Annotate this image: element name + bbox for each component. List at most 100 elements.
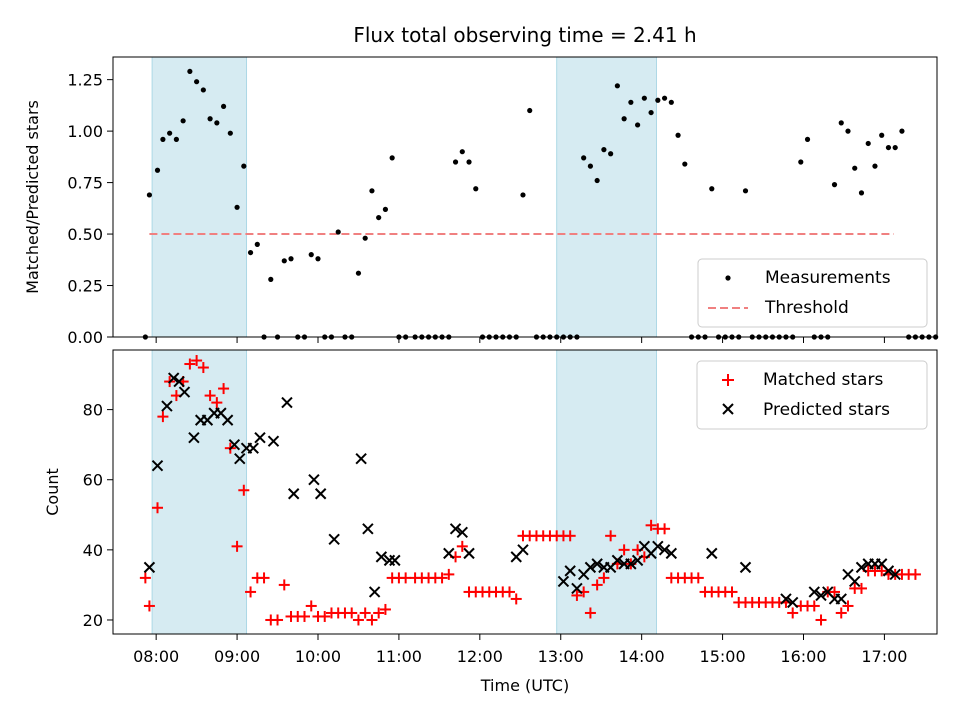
matched-stars-point	[808, 600, 820, 612]
predicted-stars-point	[631, 554, 644, 567]
measurements-point	[581, 155, 587, 161]
measurements-point	[804, 136, 811, 142]
predicted-stars-point	[281, 396, 293, 409]
predicted-stars-point	[855, 561, 868, 574]
ratio-plot-area	[112, 56, 938, 338]
observing-interval-1	[151, 56, 248, 338]
predicted-stars-point	[557, 575, 570, 588]
measurements-point	[879, 132, 885, 138]
measurements-point	[167, 130, 173, 136]
matched-stars-point	[152, 502, 164, 514]
matched-stars-point	[346, 607, 358, 619]
measurements-point	[798, 159, 804, 165]
matched-stars-point	[618, 544, 630, 556]
predicted-stars-point	[665, 547, 678, 560]
measurements-point	[220, 103, 227, 110]
y-tick-label: 1.25	[67, 71, 103, 90]
count-markers	[139, 355, 921, 626]
matched-stars-point	[231, 540, 243, 552]
matched-stars-point	[855, 582, 867, 594]
chart-title: Flux total observing time = 2.41 h	[353, 23, 696, 47]
predicted-stars-point	[463, 547, 475, 560]
measurements-point	[194, 79, 200, 85]
predicted-stars-point	[328, 533, 340, 546]
measurements-point	[254, 241, 260, 247]
count-panel: 20 40 60 80 08:00 09:00 10:00 11:00 12:00 13:00 1…	[43, 349, 938, 695]
measurements-point	[520, 192, 526, 198]
measurements-point	[459, 149, 465, 155]
measurements-point	[268, 276, 274, 282]
y-tick-label: 0.00	[67, 328, 103, 347]
measurements-point	[227, 130, 233, 136]
predicted-stars-point	[143, 561, 156, 574]
legend-box	[696, 360, 928, 430]
predicted-stars-point	[228, 438, 241, 451]
measurements-point	[241, 163, 247, 169]
observing-interval-1	[151, 349, 248, 635]
predicted-stars-point	[564, 565, 576, 577]
matched-stars-point	[258, 572, 270, 584]
predicted-stars-point	[247, 442, 259, 454]
predicted-stars-point	[808, 586, 820, 598]
y-tick-label: 40	[83, 541, 103, 560]
ratio-panel: Flux total observing time = 2.41 h 0.000…	[23, 23, 939, 347]
x-tick-label: 13:00	[538, 647, 584, 666]
measurements-point	[601, 147, 607, 153]
measurements-point	[389, 155, 395, 161]
matched-stars-point	[191, 355, 203, 367]
legend-marker-matched	[722, 374, 734, 386]
x-tick-label: 16:00	[780, 647, 826, 666]
matched-stars-point	[278, 579, 290, 591]
measurements-point	[288, 256, 294, 262]
measurements-point	[655, 97, 661, 103]
predicted-stars-point	[368, 586, 381, 598]
measurements-point	[154, 167, 161, 173]
measurements-point	[709, 186, 715, 192]
x-tick-label: 09:00	[214, 647, 260, 666]
measurements-point	[315, 256, 321, 262]
y-tick-label: 60	[83, 471, 103, 490]
legend-marker-measurements	[725, 275, 731, 281]
predicted-stars-point	[167, 372, 180, 384]
measurements-point	[452, 159, 459, 165]
matched-stars-point	[456, 540, 468, 552]
measurements-point	[661, 95, 668, 101]
measurements-point	[899, 128, 905, 134]
count-y-ticks: 20 40 60 80	[83, 401, 113, 630]
matched-stars-point	[319, 610, 331, 622]
measurements-point	[594, 177, 600, 184]
matched-stars-point	[443, 568, 455, 580]
matched-stars-point	[605, 530, 617, 542]
measurements-point	[742, 188, 749, 194]
matched-stars-point	[211, 397, 223, 409]
measurements-point	[369, 188, 375, 194]
observing-interval-2	[556, 56, 657, 338]
matched-stars-point	[400, 572, 412, 584]
measurements-point	[892, 144, 898, 151]
matched-stars-point	[909, 568, 921, 580]
measurements-point	[852, 165, 858, 171]
predicted-stars-point	[173, 375, 185, 388]
predicted-stars-point	[375, 551, 388, 563]
matched-stars-point	[359, 607, 371, 619]
measurements-point	[682, 161, 688, 167]
legend-label-measurements: Measurements	[765, 268, 891, 288]
measurements-point	[473, 186, 479, 192]
matched-stars-point	[204, 390, 216, 402]
legend-label-threshold: Threshold	[764, 298, 849, 318]
matched-stars-point	[305, 600, 317, 612]
ratio-x-ticks	[155, 337, 885, 343]
measurements-point	[668, 99, 674, 105]
predicted-stars-point	[355, 452, 367, 465]
measurements-point	[865, 140, 871, 147]
measurements-point	[858, 190, 865, 196]
measurements-point	[187, 68, 193, 75]
predicted-stars-point	[591, 558, 603, 570]
matched-stars-point	[787, 607, 799, 619]
predicted-stars-point	[389, 554, 401, 567]
measurements-point	[308, 252, 314, 258]
predicted-stars-point	[882, 565, 895, 577]
measurements-point	[621, 116, 627, 122]
legend-marker-predicted	[722, 403, 734, 415]
